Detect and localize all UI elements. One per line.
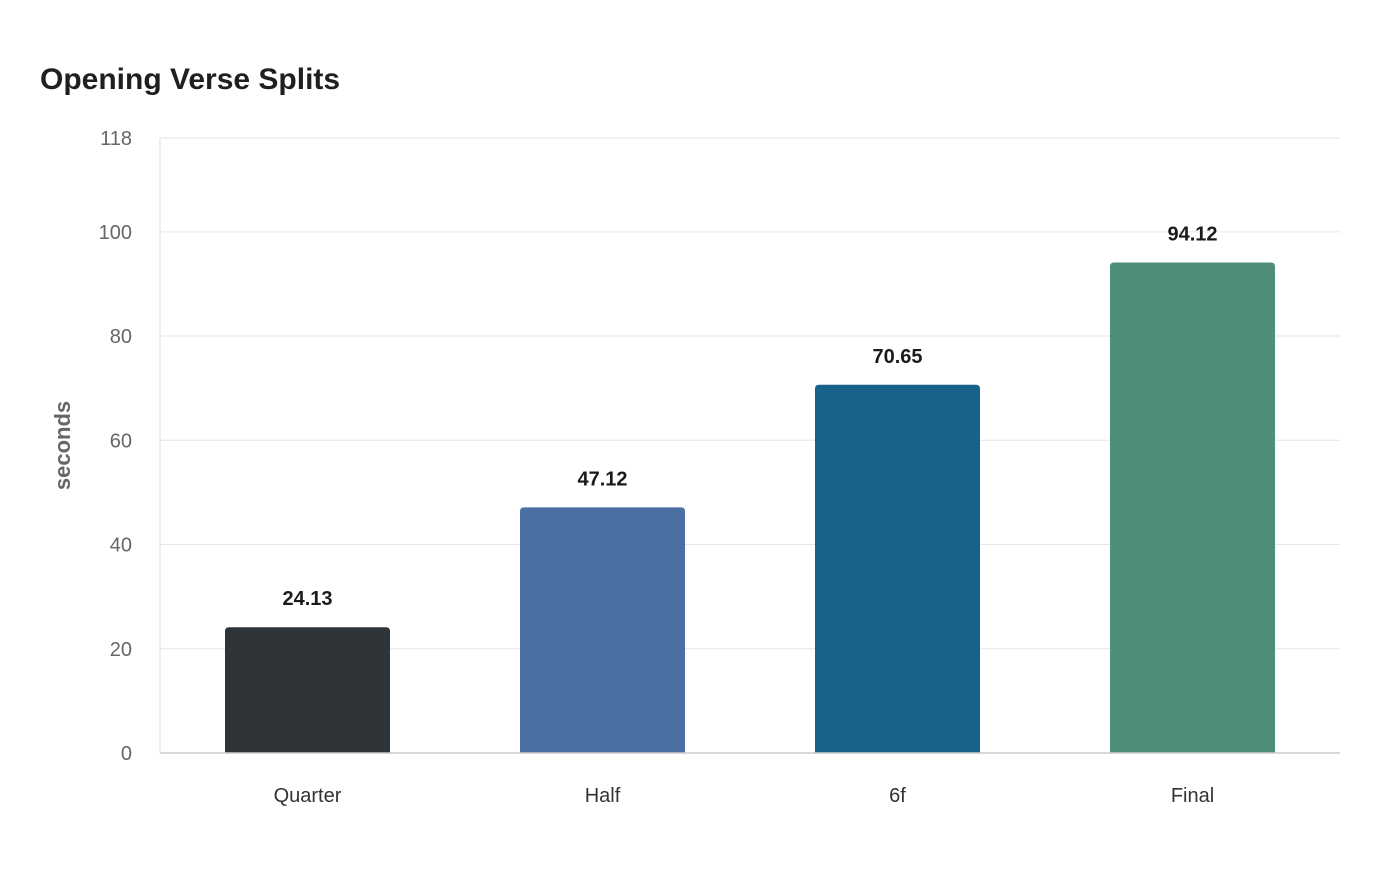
- y-tick-label: 60: [110, 430, 132, 452]
- x-tick-label: Final: [1171, 785, 1214, 807]
- x-tick-label: Quarter: [274, 785, 342, 807]
- y-tick-label: 80: [110, 326, 132, 348]
- y-tick-label: 100: [99, 222, 132, 244]
- x-tick-label: Half: [585, 785, 621, 807]
- value-label: 47.12: [577, 468, 627, 490]
- y-tick-label: 0: [121, 743, 132, 765]
- chart-title: Opening Verse Splits: [40, 63, 341, 96]
- value-labels: 24.13 47.12 70.65 94.12: [282, 223, 1217, 610]
- y-axis-title: seconds: [50, 401, 75, 490]
- value-label: 94.12: [1167, 223, 1217, 245]
- y-axis-ticks: 0 20 40 60 80 100 118: [99, 128, 132, 765]
- y-tick-label: 20: [110, 639, 132, 661]
- y-tick-label: 40: [110, 535, 132, 557]
- bars: [225, 262, 1275, 753]
- x-tick-label: 6f: [889, 785, 906, 807]
- bar-6f: [815, 384, 980, 753]
- bar-half: [520, 507, 685, 753]
- bar-quarter: [225, 627, 390, 753]
- y-tick-label: 118: [100, 128, 132, 150]
- bar-final: [1110, 262, 1275, 753]
- value-label: 70.65: [872, 346, 922, 368]
- value-label: 24.13: [282, 588, 332, 610]
- x-axis-labels: Quarter Half 6f Final: [274, 785, 1215, 807]
